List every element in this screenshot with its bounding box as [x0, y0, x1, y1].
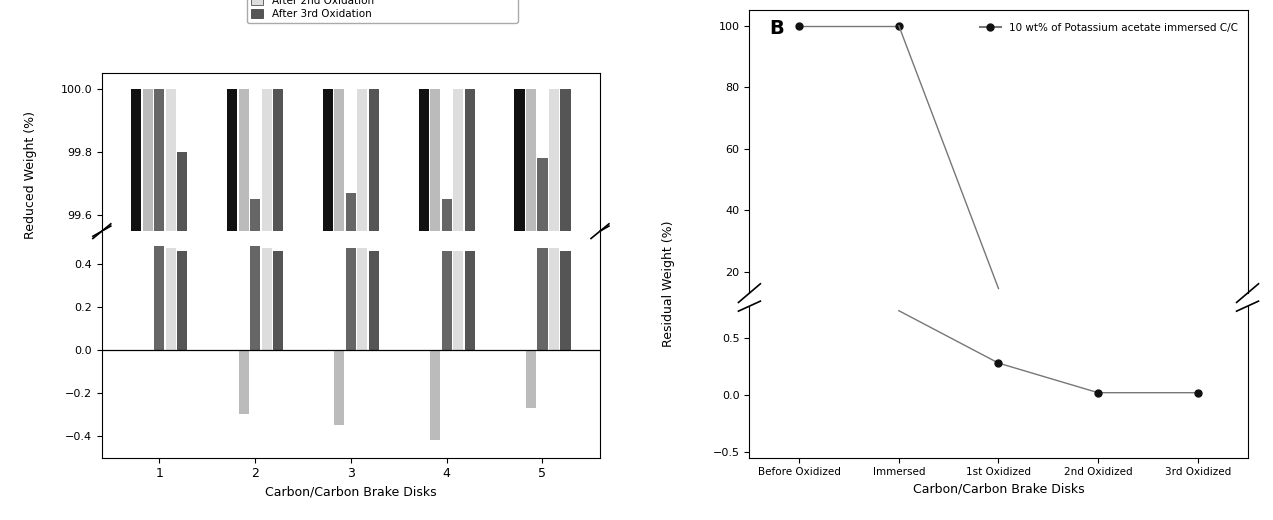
Bar [272, 88, 283, 231]
Bar [419, 88, 429, 231]
Bar [346, 249, 356, 350]
Bar [177, 152, 187, 231]
Bar [346, 193, 356, 231]
Bar [537, 249, 547, 350]
Bar [526, 88, 536, 231]
Bar [250, 246, 260, 350]
X-axis label: Carbon/Carbon Brake Disks: Carbon/Carbon Brake Disks [265, 486, 437, 499]
Bar [238, 88, 248, 231]
Bar [272, 251, 283, 350]
Bar [238, 350, 248, 414]
Bar [261, 249, 271, 350]
Bar [165, 88, 176, 231]
Bar [358, 249, 368, 350]
Bar [453, 88, 463, 231]
Bar [143, 88, 153, 231]
Bar [453, 251, 463, 350]
Bar [369, 88, 379, 231]
Legend: 10 wt% of Potassium acetate immersed C/C: 10 wt% of Potassium acetate immersed C/C [976, 18, 1242, 37]
Bar [261, 88, 271, 231]
Bar [430, 350, 440, 440]
Bar [465, 88, 475, 231]
Bar [358, 88, 368, 231]
Bar [165, 249, 176, 350]
Bar [250, 200, 260, 231]
Bar [549, 88, 559, 231]
Bar [526, 350, 536, 408]
Bar [177, 251, 187, 350]
Bar [131, 88, 141, 231]
Bar [430, 88, 440, 231]
Y-axis label: Residual Weight (%): Residual Weight (%) [662, 220, 675, 347]
Bar [227, 88, 237, 231]
Bar [335, 88, 345, 231]
Bar [537, 158, 547, 231]
Bar [514, 88, 524, 231]
Bar [154, 246, 164, 350]
Text: A: A [112, 20, 129, 40]
Text: B: B [769, 19, 784, 38]
Bar [549, 249, 559, 350]
Y-axis label: Reduced Weight (%): Reduced Weight (%) [24, 111, 37, 239]
Bar [335, 350, 345, 425]
Bar [154, 88, 164, 231]
Bar [323, 88, 334, 231]
Bar [442, 251, 452, 350]
X-axis label: Carbon/Carbon Brake Disks: Carbon/Carbon Brake Disks [913, 483, 1085, 496]
Bar [465, 251, 475, 350]
Bar [442, 200, 452, 231]
Bar [560, 251, 570, 350]
Bar [560, 88, 570, 231]
Legend: Before Oxidized, After immersed in potassium acetate aqueous, After 1st Oxidatio: Before Oxidized, After immersed in potas… [247, 0, 518, 23]
Bar [369, 251, 379, 350]
